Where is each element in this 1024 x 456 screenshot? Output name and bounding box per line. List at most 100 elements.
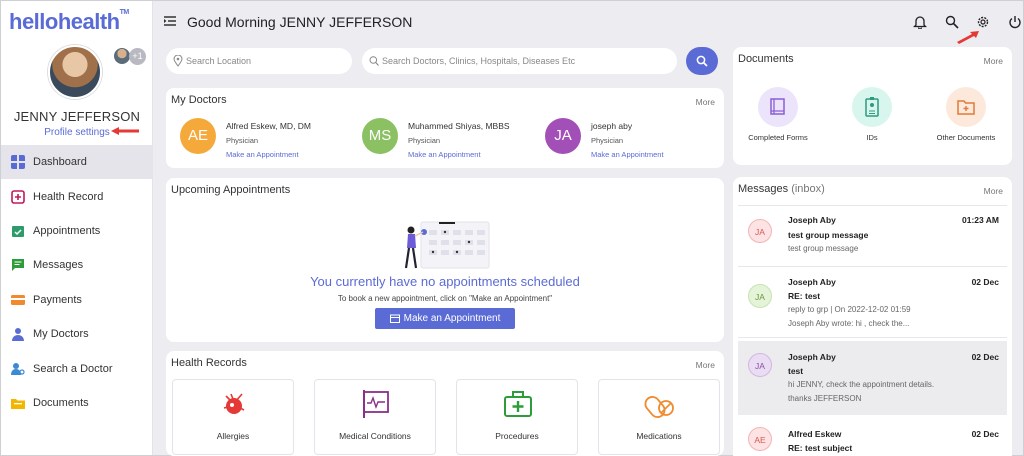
sidebar-item-search-doctor[interactable]: Search a Doctor xyxy=(1,351,153,385)
sidebar-item-messages[interactable]: Messages xyxy=(1,248,153,282)
messages-title: Messages xyxy=(738,183,789,195)
no-appointments-hint: To book a new appointment, click on "Mak… xyxy=(337,294,553,303)
search-icon[interactable] xyxy=(945,15,959,29)
message-time: 02 Dec xyxy=(971,429,999,439)
pills-icon xyxy=(644,396,674,418)
sidebar-item-label: Dashboard xyxy=(33,156,87,169)
message-sender: Joseph Aby xyxy=(788,352,836,362)
message-sender: Joseph Aby xyxy=(788,215,836,225)
other-documents-tile[interactable]: Other Documents xyxy=(921,87,1011,142)
location-placeholder: Search Location xyxy=(186,56,252,66)
id-badge-icon xyxy=(865,97,879,117)
divider xyxy=(738,205,1007,206)
button-label: Make an Appointment xyxy=(403,313,501,324)
power-icon[interactable] xyxy=(1008,15,1022,29)
documents-card: Documents More Completed Forms IDs Other… xyxy=(733,47,1012,165)
user-avatar[interactable] xyxy=(48,45,102,99)
add-account-badge[interactable]: +1 xyxy=(129,48,146,65)
folder-plus-icon xyxy=(957,100,975,115)
sidebar-item-label: Health Record xyxy=(33,190,104,203)
doctor-avatar[interactable]: JA xyxy=(545,118,581,154)
sidebar-item-label: Appointments xyxy=(33,224,101,237)
sidebar-item-documents[interactable]: Documents xyxy=(1,386,153,420)
sidebar: hellohealthTM +1 JENNY JEFFERSON Profile… xyxy=(1,1,153,455)
menu-collapse-icon[interactable] xyxy=(164,16,176,26)
more-link[interactable]: More xyxy=(695,360,715,370)
greeting-title: Good Morning JENNY JEFFERSON xyxy=(187,14,413,30)
message-preview: reply to grp | On 2022-12-02 01:59 xyxy=(788,305,911,314)
health-record-icon xyxy=(11,189,25,204)
make-appointment-button[interactable]: Make an Appointment xyxy=(375,308,515,329)
doctor-avatar[interactable]: AE xyxy=(180,118,216,154)
message-preview: thanks JEFFERSON xyxy=(788,394,862,403)
doctor-avatar[interactable]: MS xyxy=(362,118,398,154)
completed-forms-tile[interactable]: Completed Forms xyxy=(733,87,823,142)
tile-label: Other Documents xyxy=(936,133,996,142)
calendar-icon xyxy=(389,314,400,323)
app-logo[interactable]: hellohealthTM xyxy=(9,9,129,34)
tile-label: Completed Forms xyxy=(748,133,808,142)
medical-chart-icon xyxy=(363,390,389,418)
card-title: Documents xyxy=(738,53,794,65)
sender-avatar: JA xyxy=(748,353,772,377)
doctor-search-input[interactable]: Search Doctors, Clinics, Hospitals, Dise… xyxy=(362,48,677,74)
sidebar-item-label: Documents xyxy=(33,396,89,409)
more-link[interactable]: More xyxy=(695,97,715,107)
health-records-card: Health Records More Allergies Medical Co… xyxy=(166,351,724,456)
sidebar-item-my-doctors[interactable]: My Doctors xyxy=(1,317,153,351)
message-item[interactable]: AE Alfred Eskew 02 Dec RE: test subject xyxy=(738,419,1007,456)
more-link[interactable]: More xyxy=(983,186,1003,196)
sidebar-item-payments[interactable]: Payments xyxy=(1,283,153,317)
sidebar-item-label: Payments xyxy=(33,293,82,306)
location-pin-icon xyxy=(173,55,183,67)
make-appointment-link[interactable]: Make an Appointment xyxy=(591,150,664,159)
message-time: 02 Dec xyxy=(971,277,999,287)
message-subject: RE: test subject xyxy=(788,443,853,453)
message-item[interactable]: JA Joseph Aby 01:23 AM test group messag… xyxy=(738,207,1007,265)
bell-icon[interactable] xyxy=(913,15,927,29)
more-link[interactable]: More xyxy=(983,56,1003,66)
annotation-arrow-icon xyxy=(957,31,979,44)
dashboard-icon xyxy=(11,155,25,170)
sidebar-item-appointments[interactable]: Appointments xyxy=(1,214,153,248)
sidebar-nav: Dashboard Health Record Appointments Mes… xyxy=(1,145,153,420)
card-icon xyxy=(11,294,25,305)
allergies-tile[interactable]: Allergies xyxy=(172,379,294,455)
profile-settings-link[interactable]: Profile settings xyxy=(44,127,110,138)
location-search-input[interactable]: Search Location xyxy=(166,48,352,74)
medications-tile[interactable]: Medications xyxy=(598,379,720,455)
doctor-role: Physician xyxy=(226,136,259,145)
medical-conditions-tile[interactable]: Medical Conditions xyxy=(314,379,436,455)
message-item[interactable]: JA Joseph Aby 02 Dec RE: test reply to g… xyxy=(738,270,1007,336)
linked-account-avatar[interactable] xyxy=(114,48,130,64)
medical-kit-icon xyxy=(504,391,532,417)
doctor-role: Physician xyxy=(408,136,441,145)
message-sender: Alfred Eskew xyxy=(788,429,842,439)
ids-tile[interactable]: IDs xyxy=(827,87,917,142)
annotation-arrow-icon xyxy=(111,127,139,135)
sidebar-item-dashboard[interactable]: Dashboard xyxy=(1,145,153,180)
message-preview: Joseph Aby wrote: hi , check the... xyxy=(788,319,910,328)
sidebar-item-label: Search a Doctor xyxy=(33,362,113,375)
search-button[interactable] xyxy=(686,47,718,75)
calendar-check-icon xyxy=(12,225,24,237)
make-appointment-link[interactable]: Make an Appointment xyxy=(408,150,481,159)
gear-icon[interactable] xyxy=(976,15,990,29)
tile-label: Procedures xyxy=(495,431,539,441)
make-appointment-link[interactable]: Make an Appointment xyxy=(226,150,299,159)
divider xyxy=(738,337,1007,338)
sidebar-item-label: Messages xyxy=(33,259,84,272)
messages-title-suffix: (inbox) xyxy=(791,183,825,195)
sidebar-item-health-record[interactable]: Health Record xyxy=(1,179,153,213)
message-sender: Joseph Aby xyxy=(788,277,836,287)
message-subject: RE: test xyxy=(788,291,821,301)
doctor-name: Muhammed Shiyas, MBBS xyxy=(408,121,510,131)
card-title: My Doctors xyxy=(171,94,227,106)
chat-icon xyxy=(12,259,24,272)
book-icon xyxy=(770,98,785,115)
tile-label: Allergies xyxy=(216,431,250,441)
procedures-tile[interactable]: Procedures xyxy=(456,379,578,455)
sidebar-item-label: My Doctors xyxy=(33,328,89,341)
message-item-selected[interactable]: JA Joseph Aby 02 Dec test hi JENNY, chec… xyxy=(738,341,1007,415)
divider xyxy=(738,266,1007,267)
